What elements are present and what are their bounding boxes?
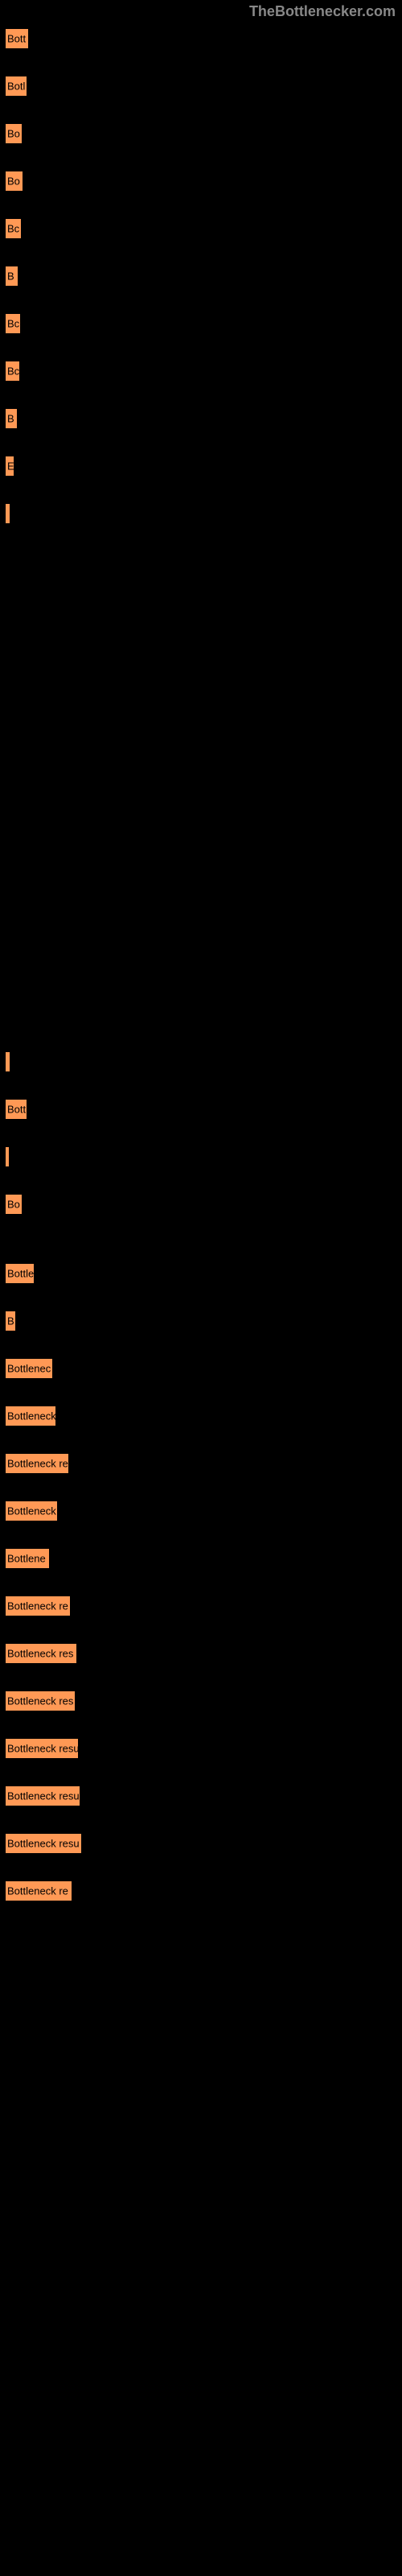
header: TheBottlenecker.com [0, 0, 402, 20]
bar-label: Bottlenec [7, 1363, 51, 1375]
bar-row: Bc [0, 361, 402, 386]
bar-label: Bott [7, 33, 26, 45]
bar-row: Bott [0, 28, 402, 53]
bar: E [5, 456, 14, 477]
bar-row: B [0, 408, 402, 433]
bar-label: Bottleneck res [7, 1695, 73, 1707]
bar-row: Bo [0, 123, 402, 148]
bar-label: Bottlene [7, 1553, 46, 1565]
bar-label: Bott [7, 1104, 26, 1116]
bar-row: Bottleneck re [0, 1453, 402, 1478]
bar [5, 503, 10, 524]
bar: Bottlene [5, 1548, 50, 1569]
bar: Bottleneck res [5, 1643, 77, 1664]
bar-row: Bc [0, 218, 402, 243]
bar-row: Bottleneck res [0, 1690, 402, 1715]
bar: B [5, 1311, 16, 1331]
bar-label: Bottleneck [7, 1505, 56, 1517]
bar-label: Bo [7, 128, 20, 140]
bar: Bc [5, 218, 22, 239]
bar-row: Bottleneck resu [0, 1833, 402, 1858]
bar-label: Bo [7, 1199, 20, 1211]
bar-label: B [7, 270, 14, 283]
bar-label: Bottleneck resu [7, 1790, 80, 1802]
bar-row: Botl [0, 76, 402, 101]
bar: Bo [5, 1194, 23, 1215]
bar: Bott [5, 28, 29, 49]
bar-label: Bc [7, 223, 19, 235]
bar: Bottle [5, 1263, 35, 1284]
bar: B [5, 266, 18, 287]
bar: Bottleneck re [5, 1596, 71, 1616]
bar-row: B [0, 266, 402, 291]
bar [5, 1146, 10, 1167]
bar-label: Botl [7, 80, 25, 93]
bar-label: E [7, 460, 14, 473]
bar: B [5, 408, 18, 429]
bar-row: Bottleneck resu [0, 1738, 402, 1763]
bar: Bottleneck re [5, 1880, 72, 1901]
bar-row [0, 1051, 402, 1076]
bar-label: B [7, 1315, 14, 1327]
bar-row: B [0, 1311, 402, 1335]
brand-text: TheBottlenecker.com [249, 3, 396, 19]
bar: Botl [5, 76, 27, 97]
bar-row: Bc [0, 313, 402, 338]
bar-label: Bottleneck re [7, 1885, 68, 1897]
bar-label: Bottleneck [7, 1410, 56, 1422]
bar-row: Bottleneck resu [0, 1785, 402, 1810]
bar-row: Bottlene [0, 1548, 402, 1573]
bar-row: Bott [0, 1099, 402, 1124]
bar: Bottleneck resu [5, 1785, 80, 1806]
bar-label: Bottleneck res [7, 1648, 73, 1660]
bar: Bo [5, 123, 23, 144]
bar-label: Bc [7, 365, 19, 378]
bar-label: Bottleneck re [7, 1600, 68, 1612]
bar-row: Bottleneck [0, 1406, 402, 1430]
chart-container: Bott Botl Bo Bo Bc B Bc Bc B E Bott Bo Bottle B Bottle… [0, 28, 402, 1905]
bar: Bottleneck resu [5, 1738, 79, 1759]
bar-row: Bottleneck re [0, 1880, 402, 1905]
bar-label: Bottle [7, 1268, 34, 1280]
bar-label: Bottleneck resu [7, 1838, 80, 1850]
bar-label: Bc [7, 318, 19, 330]
bar: Bottleneck [5, 1406, 56, 1426]
bar: Bc [5, 313, 21, 334]
bar-row [0, 1146, 402, 1171]
bar-label: Bo [7, 175, 20, 188]
bar: Bottleneck re [5, 1453, 69, 1474]
bar-row: Bottleneck re [0, 1596, 402, 1620]
bar-row: Bottle [0, 1263, 402, 1288]
bar: Bott [5, 1099, 27, 1120]
bar-label: B [7, 413, 14, 425]
bar-row: Bo [0, 1194, 402, 1219]
bar-row: E [0, 456, 402, 481]
bar-row [0, 503, 402, 528]
bar: Bottleneck res [5, 1690, 76, 1711]
bar: Bottlenec [5, 1358, 53, 1379]
bar-row: Bottleneck [0, 1501, 402, 1525]
bar-label: Bottleneck re [7, 1458, 68, 1470]
bar-row: Bottleneck res [0, 1643, 402, 1668]
bar-row: Bottlenec [0, 1358, 402, 1383]
bar [5, 1051, 10, 1072]
bar: Bottleneck resu [5, 1833, 82, 1854]
bar: Bc [5, 361, 20, 382]
bar: Bottleneck [5, 1501, 58, 1521]
bar-row: Bo [0, 171, 402, 196]
bar: Bo [5, 171, 23, 192]
bar-label: Bottleneck resu [7, 1743, 79, 1755]
